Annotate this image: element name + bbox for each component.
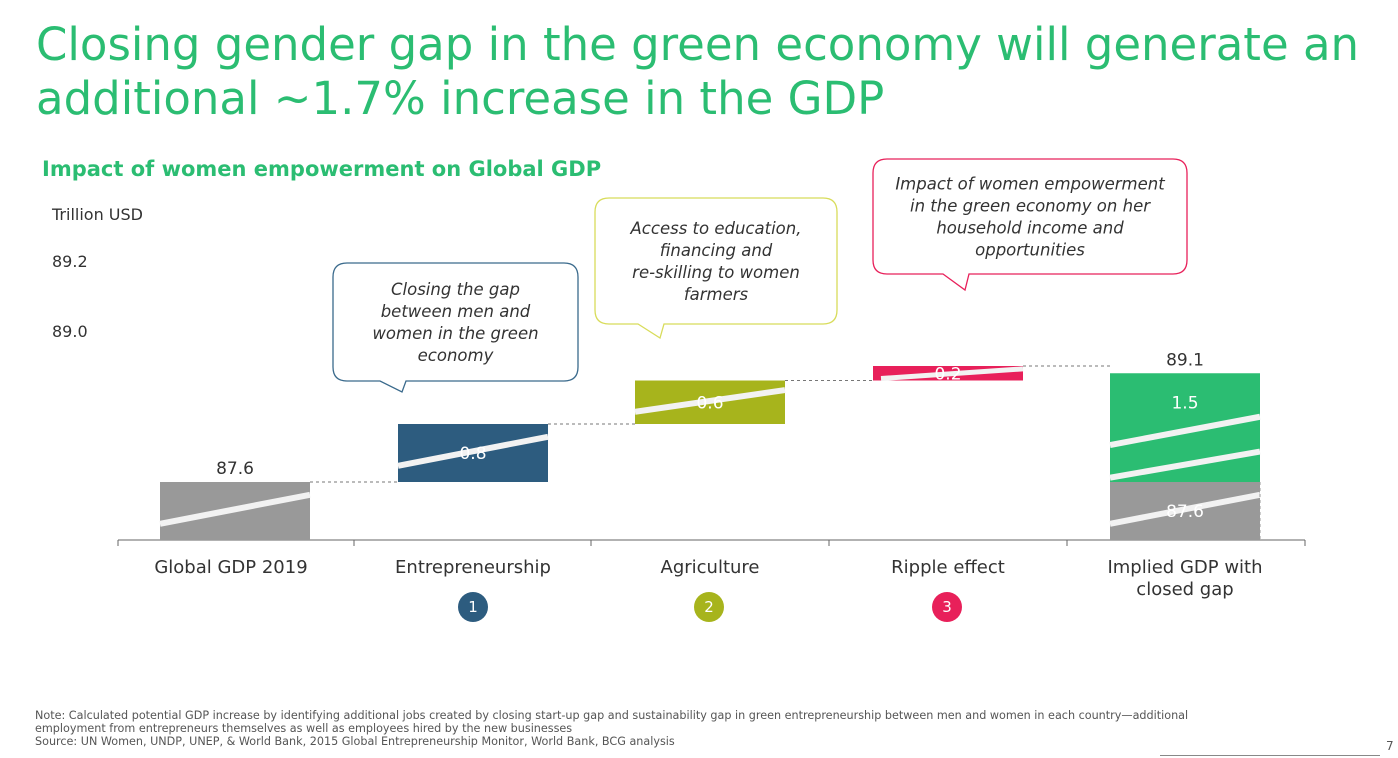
- bar-break-mark: [159, 491, 311, 527]
- data-label: 1.5: [1171, 393, 1198, 413]
- category-label: Implied GDP with closed gap: [1107, 557, 1263, 600]
- data-label: 0.6: [696, 393, 723, 413]
- chart-title: Impact of women empowerment on Global GD…: [42, 157, 602, 181]
- footnote-note: Note: Calculated potential GDP increase …: [35, 709, 1189, 735]
- data-label: 0.2: [934, 364, 961, 384]
- callout-bubble: [332, 262, 579, 393]
- category-label: Global GDP 2019: [154, 557, 308, 578]
- callout-bubble: [594, 197, 838, 340]
- page-number: 7: [1386, 739, 1394, 753]
- footnote: Note: Calculated potential GDP increase …: [35, 709, 1235, 748]
- category-label: Agriculture: [660, 557, 760, 578]
- bar-break-mark: [1109, 448, 1261, 481]
- step-badge: 3: [932, 592, 962, 622]
- data-label: 87.6: [216, 459, 254, 479]
- callout-text: Access to education, financing and re-skil…: [630, 219, 802, 304]
- waterfall-chart: 87.6 0.8 0.6 0.2 87.6 1.5 89.1 Closing the gap b…: [117, 158, 1306, 546]
- step-badge: 1: [458, 592, 488, 622]
- data-label: 0.8: [459, 444, 486, 464]
- step-badge: 2: [694, 592, 724, 622]
- bar-break-mark: [1109, 491, 1261, 527]
- bar-break-mark: [397, 433, 549, 469]
- data-label: 87.6: [1166, 502, 1204, 522]
- page-rule: [1160, 755, 1380, 756]
- callout-bubble: [872, 158, 1188, 292]
- slide-title: Closing gender gap in the green economy …: [36, 18, 1360, 125]
- bar-break-mark: [1109, 413, 1261, 448]
- footnote-source: Source: UN Women, UNDP, UNEP, & World Ba…: [35, 735, 675, 748]
- unit-label: Trillion USD: [52, 205, 143, 224]
- y-tick-label: 89.2: [52, 252, 88, 271]
- bar-break-mark: [634, 387, 786, 415]
- total-label: 89.1: [1166, 350, 1204, 370]
- callout-text: Impact of women empowerment in the green …: [895, 175, 1165, 260]
- category-label: Entrepreneurship: [395, 557, 551, 578]
- callout-text: Closing the gap between men and women in t…: [372, 280, 538, 365]
- bar-break-mark: [880, 366, 1024, 381]
- category-label: Ripple effect: [891, 557, 1005, 578]
- y-tick-label: 89.0: [52, 322, 88, 341]
